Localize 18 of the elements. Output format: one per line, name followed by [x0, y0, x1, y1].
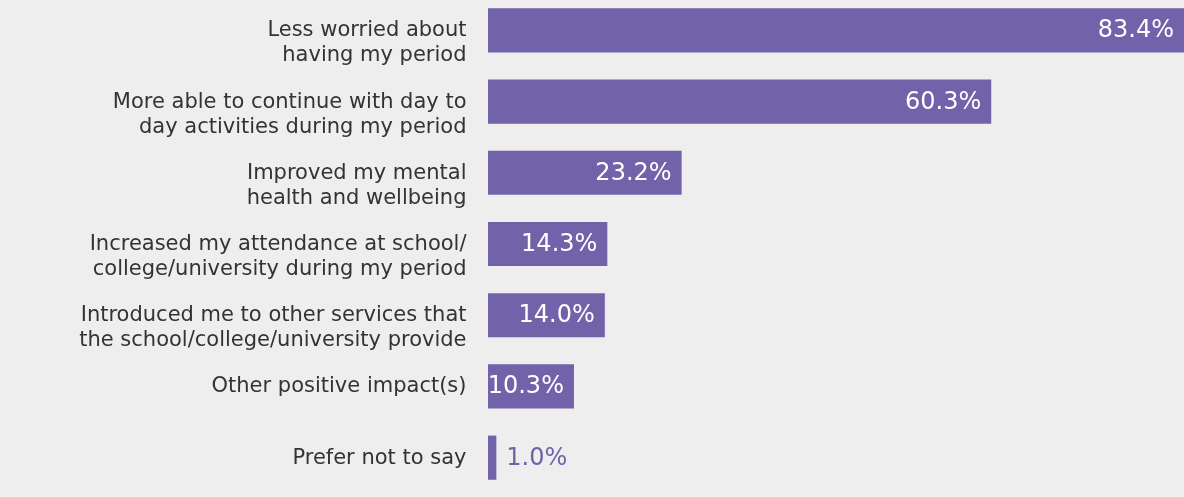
data-label: 23.2%: [595, 157, 672, 186]
data-label: 83.4%: [1097, 15, 1174, 44]
y-tick-label: Other positive impact(s): [211, 373, 467, 398]
data-label: 10.3%: [487, 371, 564, 400]
bar: [488, 79, 992, 124]
data-label: 60.3%: [904, 86, 982, 115]
data-label: 14.0%: [518, 300, 595, 329]
data-label: 14.3%: [521, 229, 598, 257]
bar: [488, 435, 497, 480]
y-tick-label: Less worried about having my period: [267, 17, 467, 67]
y-tick-label: More able to continue with day to day activities during my period: [112, 88, 467, 138]
y-tick-label: Prefer not to say: [292, 444, 467, 469]
data-label: 1.0%: [506, 442, 568, 471]
bar: [488, 8, 1184, 53]
y-tick-label: Improved my mental health and wellbeing: [246, 159, 467, 209]
bar: [488, 150, 682, 195]
y-tick-label: Introduced me to other services that the school/college/university provide: [79, 302, 467, 352]
y-tick-label: Increased my attendance at school/ college/university during my period: [89, 231, 468, 280]
